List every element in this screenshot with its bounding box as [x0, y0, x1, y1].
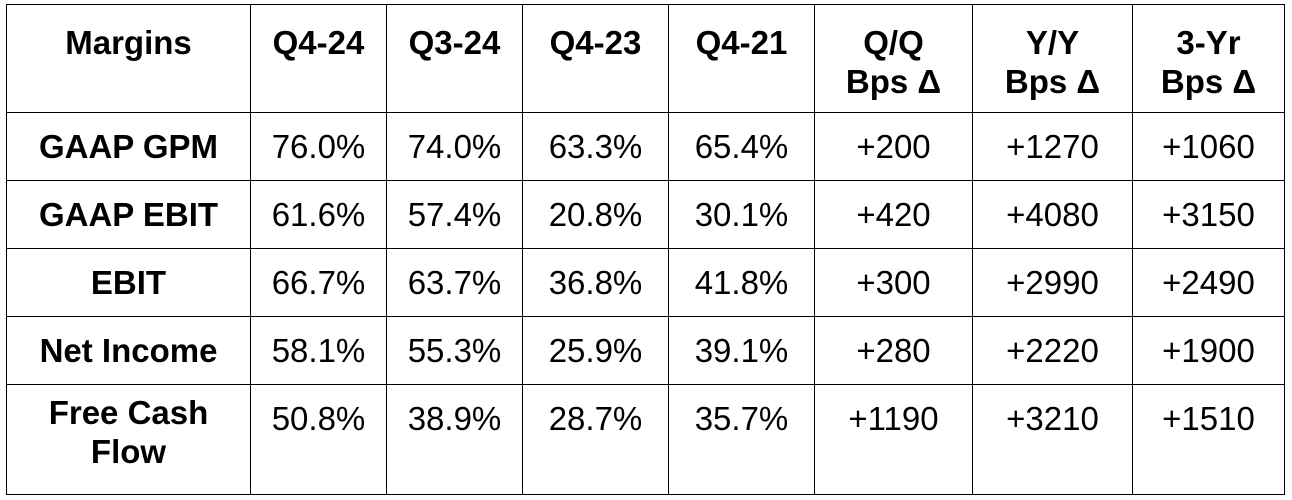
- row-label-line: Free Cash: [48, 394, 209, 431]
- table-cell: 35.7%: [668, 384, 815, 495]
- header-text: Q4-21: [695, 24, 788, 61]
- header-margins: Margins: [6, 4, 251, 113]
- margins-table: Margins Q4-24 Q3-24 Q4-23 Q4-21 Q/Q Bps Δ…: [6, 4, 1285, 495]
- header-yy-bps-delta: Y/Y Bps Δ: [972, 4, 1133, 113]
- header-text: Q3-24: [408, 24, 501, 61]
- header-q4-21: Q4-21: [668, 4, 815, 113]
- header-text: Margins: [65, 24, 192, 61]
- header-text: Q/Q: [863, 24, 924, 61]
- table-cell: +2220: [972, 316, 1133, 385]
- table-cell: +1060: [1132, 112, 1285, 181]
- table-cell: 66.7%: [250, 248, 387, 317]
- header-3yr-bps-delta: 3-Yr Bps Δ: [1132, 4, 1285, 113]
- table-cell: 76.0%: [250, 112, 387, 181]
- table-cell: +1510: [1132, 384, 1285, 495]
- table-cell: 63.7%: [386, 248, 523, 317]
- header-row: Margins Q4-24 Q3-24 Q4-23 Q4-21 Q/Q Bps Δ…: [6, 4, 1285, 113]
- table-row: GAAP GPM 76.0% 74.0% 63.3% 65.4% +200 +1…: [6, 112, 1285, 181]
- row-label: GAAP EBIT: [6, 180, 251, 249]
- row-label: EBIT: [6, 248, 251, 317]
- table-cell: +420: [814, 180, 973, 249]
- table-cell: +3150: [1132, 180, 1285, 249]
- header-text: Bps Δ: [1160, 63, 1257, 100]
- table-cell: +1270: [972, 112, 1133, 181]
- table-cell: +2490: [1132, 248, 1285, 317]
- table-cell: 50.8%: [250, 384, 387, 495]
- header-text: Bps Δ: [845, 63, 942, 100]
- table-cell: 28.7%: [522, 384, 669, 495]
- table-row: Net Income 58.1% 55.3% 25.9% 39.1% +280 …: [6, 316, 1285, 385]
- table-cell: 55.3%: [386, 316, 523, 385]
- table-row: GAAP EBIT 61.6% 57.4% 20.8% 30.1% +420 +…: [6, 180, 1285, 249]
- table-cell: 63.3%: [522, 112, 669, 181]
- header-text: Q4-23: [549, 24, 642, 61]
- table-cell: +3210: [972, 384, 1133, 495]
- header-text: Q4-24: [272, 24, 365, 61]
- table-row: EBIT 66.7% 63.7% 36.8% 41.8% +300 +2990 …: [6, 248, 1285, 317]
- table-cell: 41.8%: [668, 248, 815, 317]
- table-cell: 65.4%: [668, 112, 815, 181]
- table-cell: +1900: [1132, 316, 1285, 385]
- table-cell: +4080: [972, 180, 1133, 249]
- table-cell: 61.6%: [250, 180, 387, 249]
- row-label: Net Income: [6, 316, 251, 385]
- header-q3-24: Q3-24: [386, 4, 523, 113]
- table-cell: 74.0%: [386, 112, 523, 181]
- table-cell: 25.9%: [522, 316, 669, 385]
- table-cell: 36.8%: [522, 248, 669, 317]
- table-cell: +1190: [814, 384, 973, 495]
- table-cell: 20.8%: [522, 180, 669, 249]
- table-cell: +2990: [972, 248, 1133, 317]
- header-text: Y/Y: [1025, 24, 1080, 61]
- table-row: Free Cash Flow 50.8% 38.9% 28.7% 35.7% +1…: [6, 384, 1285, 495]
- header-text: 3-Yr: [1176, 24, 1241, 61]
- table-cell: 57.4%: [386, 180, 523, 249]
- table-cell: 39.1%: [668, 316, 815, 385]
- table-cell: +300: [814, 248, 973, 317]
- header-q4-24: Q4-24: [250, 4, 387, 113]
- margins-table-container: Margins Q4-24 Q3-24 Q4-23 Q4-21 Q/Q Bps Δ…: [6, 4, 1285, 495]
- header-text: Bps Δ: [1004, 63, 1101, 100]
- header-qq-bps-delta: Q/Q Bps Δ: [814, 4, 973, 113]
- table-cell: +280: [814, 316, 973, 385]
- table-cell: 30.1%: [668, 180, 815, 249]
- header-q4-23: Q4-23: [522, 4, 669, 113]
- row-label: Free Cash Flow: [6, 384, 251, 495]
- row-label-line: Flow: [90, 433, 167, 470]
- table-cell: 58.1%: [250, 316, 387, 385]
- table-cell: 38.9%: [386, 384, 523, 495]
- row-label: GAAP GPM: [6, 112, 251, 181]
- table-cell: +200: [814, 112, 973, 181]
